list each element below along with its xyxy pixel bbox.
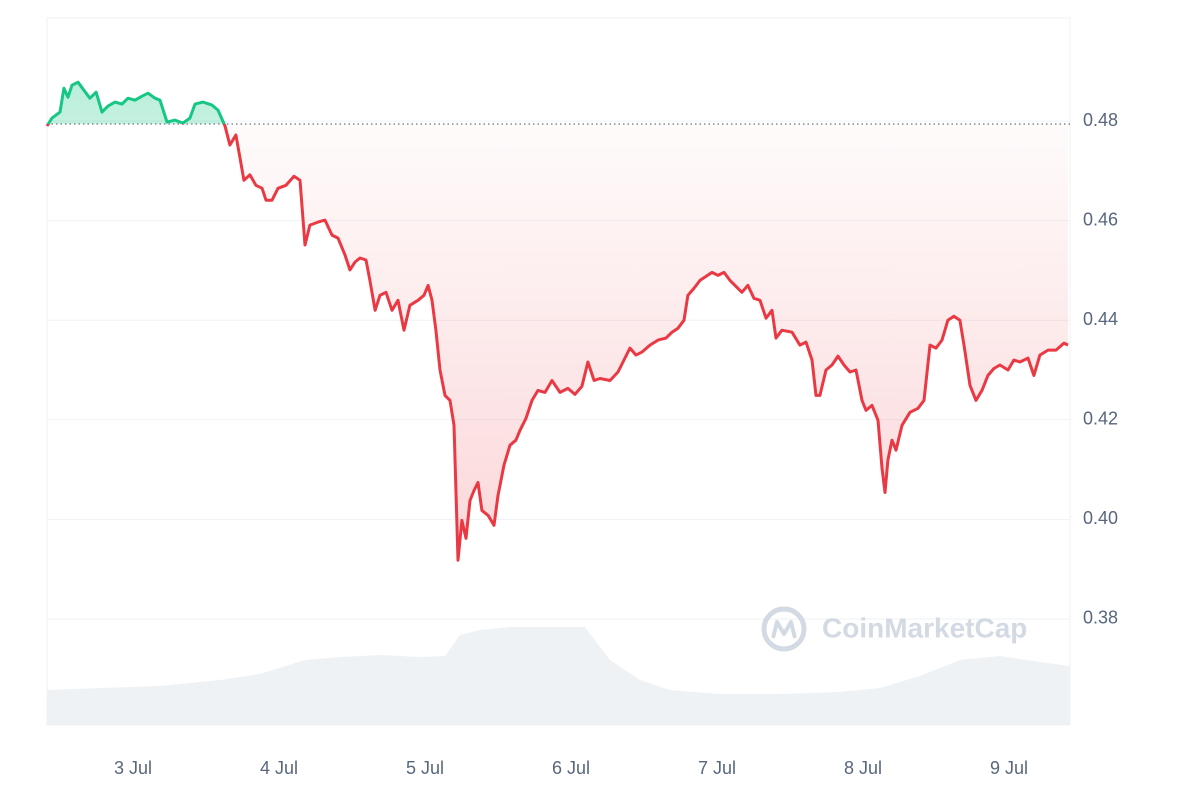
x-tick-label: 3 Jul — [114, 758, 152, 778]
x-tick-label: 9 Jul — [990, 758, 1028, 778]
y-tick-label: 0.38 — [1083, 608, 1118, 628]
price-line — [45, 80, 1069, 562]
x-tick-label: 5 Jul — [406, 758, 444, 778]
watermark-text: CoinMarketCap — [822, 612, 1027, 643]
price-layer — [45, 80, 1070, 562]
x-tick-label: 6 Jul — [552, 758, 590, 778]
y-tick-label: 0.48 — [1083, 110, 1118, 130]
x-tick-label: 7 Jul — [698, 758, 736, 778]
volume-area — [47, 627, 1070, 725]
x-tick-label: 4 Jul — [260, 758, 298, 778]
y-tick-label: 0.46 — [1083, 209, 1118, 229]
y-tick-label: 0.44 — [1083, 309, 1118, 329]
price-area — [47, 82, 1068, 561]
volume-layer — [47, 627, 1070, 725]
x-tick-label: 8 Jul — [844, 758, 882, 778]
y-tick-label: 0.40 — [1083, 508, 1118, 528]
watermark-logo — [761, 606, 807, 652]
watermark: CoinMarketCap — [761, 606, 1027, 652]
y-tick-label: 0.42 — [1083, 409, 1118, 429]
watermark-logo-mark — [771, 620, 797, 639]
